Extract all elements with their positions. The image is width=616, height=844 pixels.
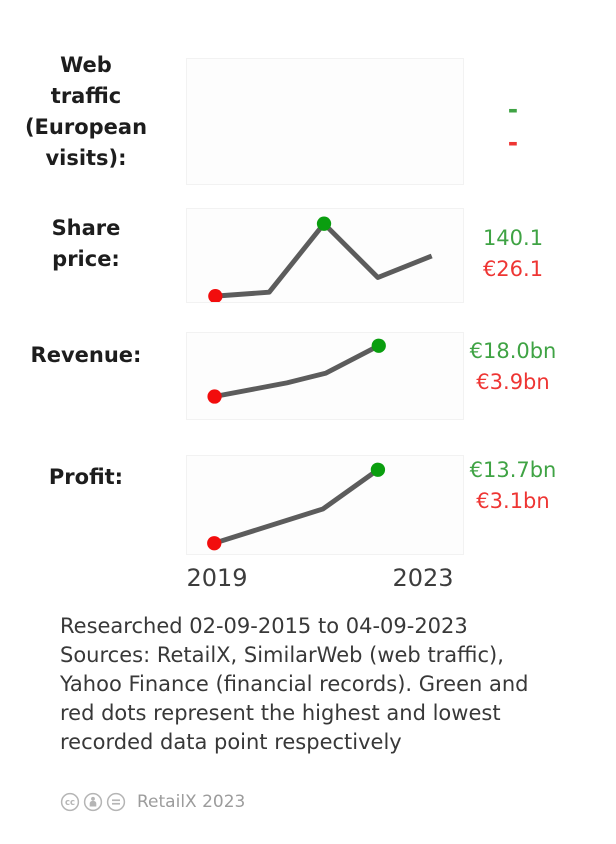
sparkline-share-price	[186, 208, 464, 303]
attribution-icon	[83, 792, 103, 812]
metric-values-revenue: €18.0bn €3.9bn	[450, 336, 576, 398]
x-axis-label-start: 2019	[186, 564, 248, 592]
license-row: cc RetailX 2023	[60, 792, 245, 812]
footer-line: Researched 02-09-2015 to 04-09-2023	[60, 614, 468, 638]
highest-value: -	[507, 95, 519, 124]
lowest-value: -	[507, 128, 519, 157]
lowest-value: €3.1bn	[476, 489, 550, 513]
footer-line: red dots represent the highest and lowes…	[60, 701, 501, 725]
footer-line: Sources: RetailX, SimilarWeb (web traffi…	[60, 643, 504, 667]
metric-label-share-price: Share price:	[51, 216, 121, 271]
x-axis-label-end: 2023	[392, 564, 454, 592]
metric-label-web-traffic: Web traffic (European visits):	[24, 53, 148, 170]
metric-values-share-price: 140.1 €26.1	[450, 223, 576, 285]
metric-values-web-traffic: - -	[450, 93, 576, 159]
footer-line: recorded data point respectively	[60, 730, 402, 754]
license-text: RetailX 2023	[137, 792, 246, 812]
highest-value: €18.0bn	[469, 339, 557, 363]
sparkline-profit	[186, 455, 464, 555]
metric-label-profit: Profit:	[48, 465, 124, 489]
cc-icon: cc	[60, 792, 80, 812]
sparkline-web-traffic	[186, 58, 464, 185]
footer-line: Yahoo Finance (financial records). Green…	[60, 672, 529, 696]
highest-value: €13.7bn	[469, 458, 557, 482]
sparkline-revenue	[186, 332, 464, 420]
lowest-value: €3.9bn	[476, 370, 550, 394]
svg-text:cc: cc	[65, 798, 75, 808]
no-derivatives-icon	[106, 792, 126, 812]
metric-values-profit: €13.7bn €3.1bn	[450, 455, 576, 517]
metric-label-revenue: Revenue:	[30, 343, 142, 367]
footer-notes: Researched 02-09-2015 to 04-09-2023 Sour…	[60, 612, 590, 757]
lowest-value: €26.1	[482, 257, 544, 281]
highest-value: 140.1	[482, 226, 544, 250]
